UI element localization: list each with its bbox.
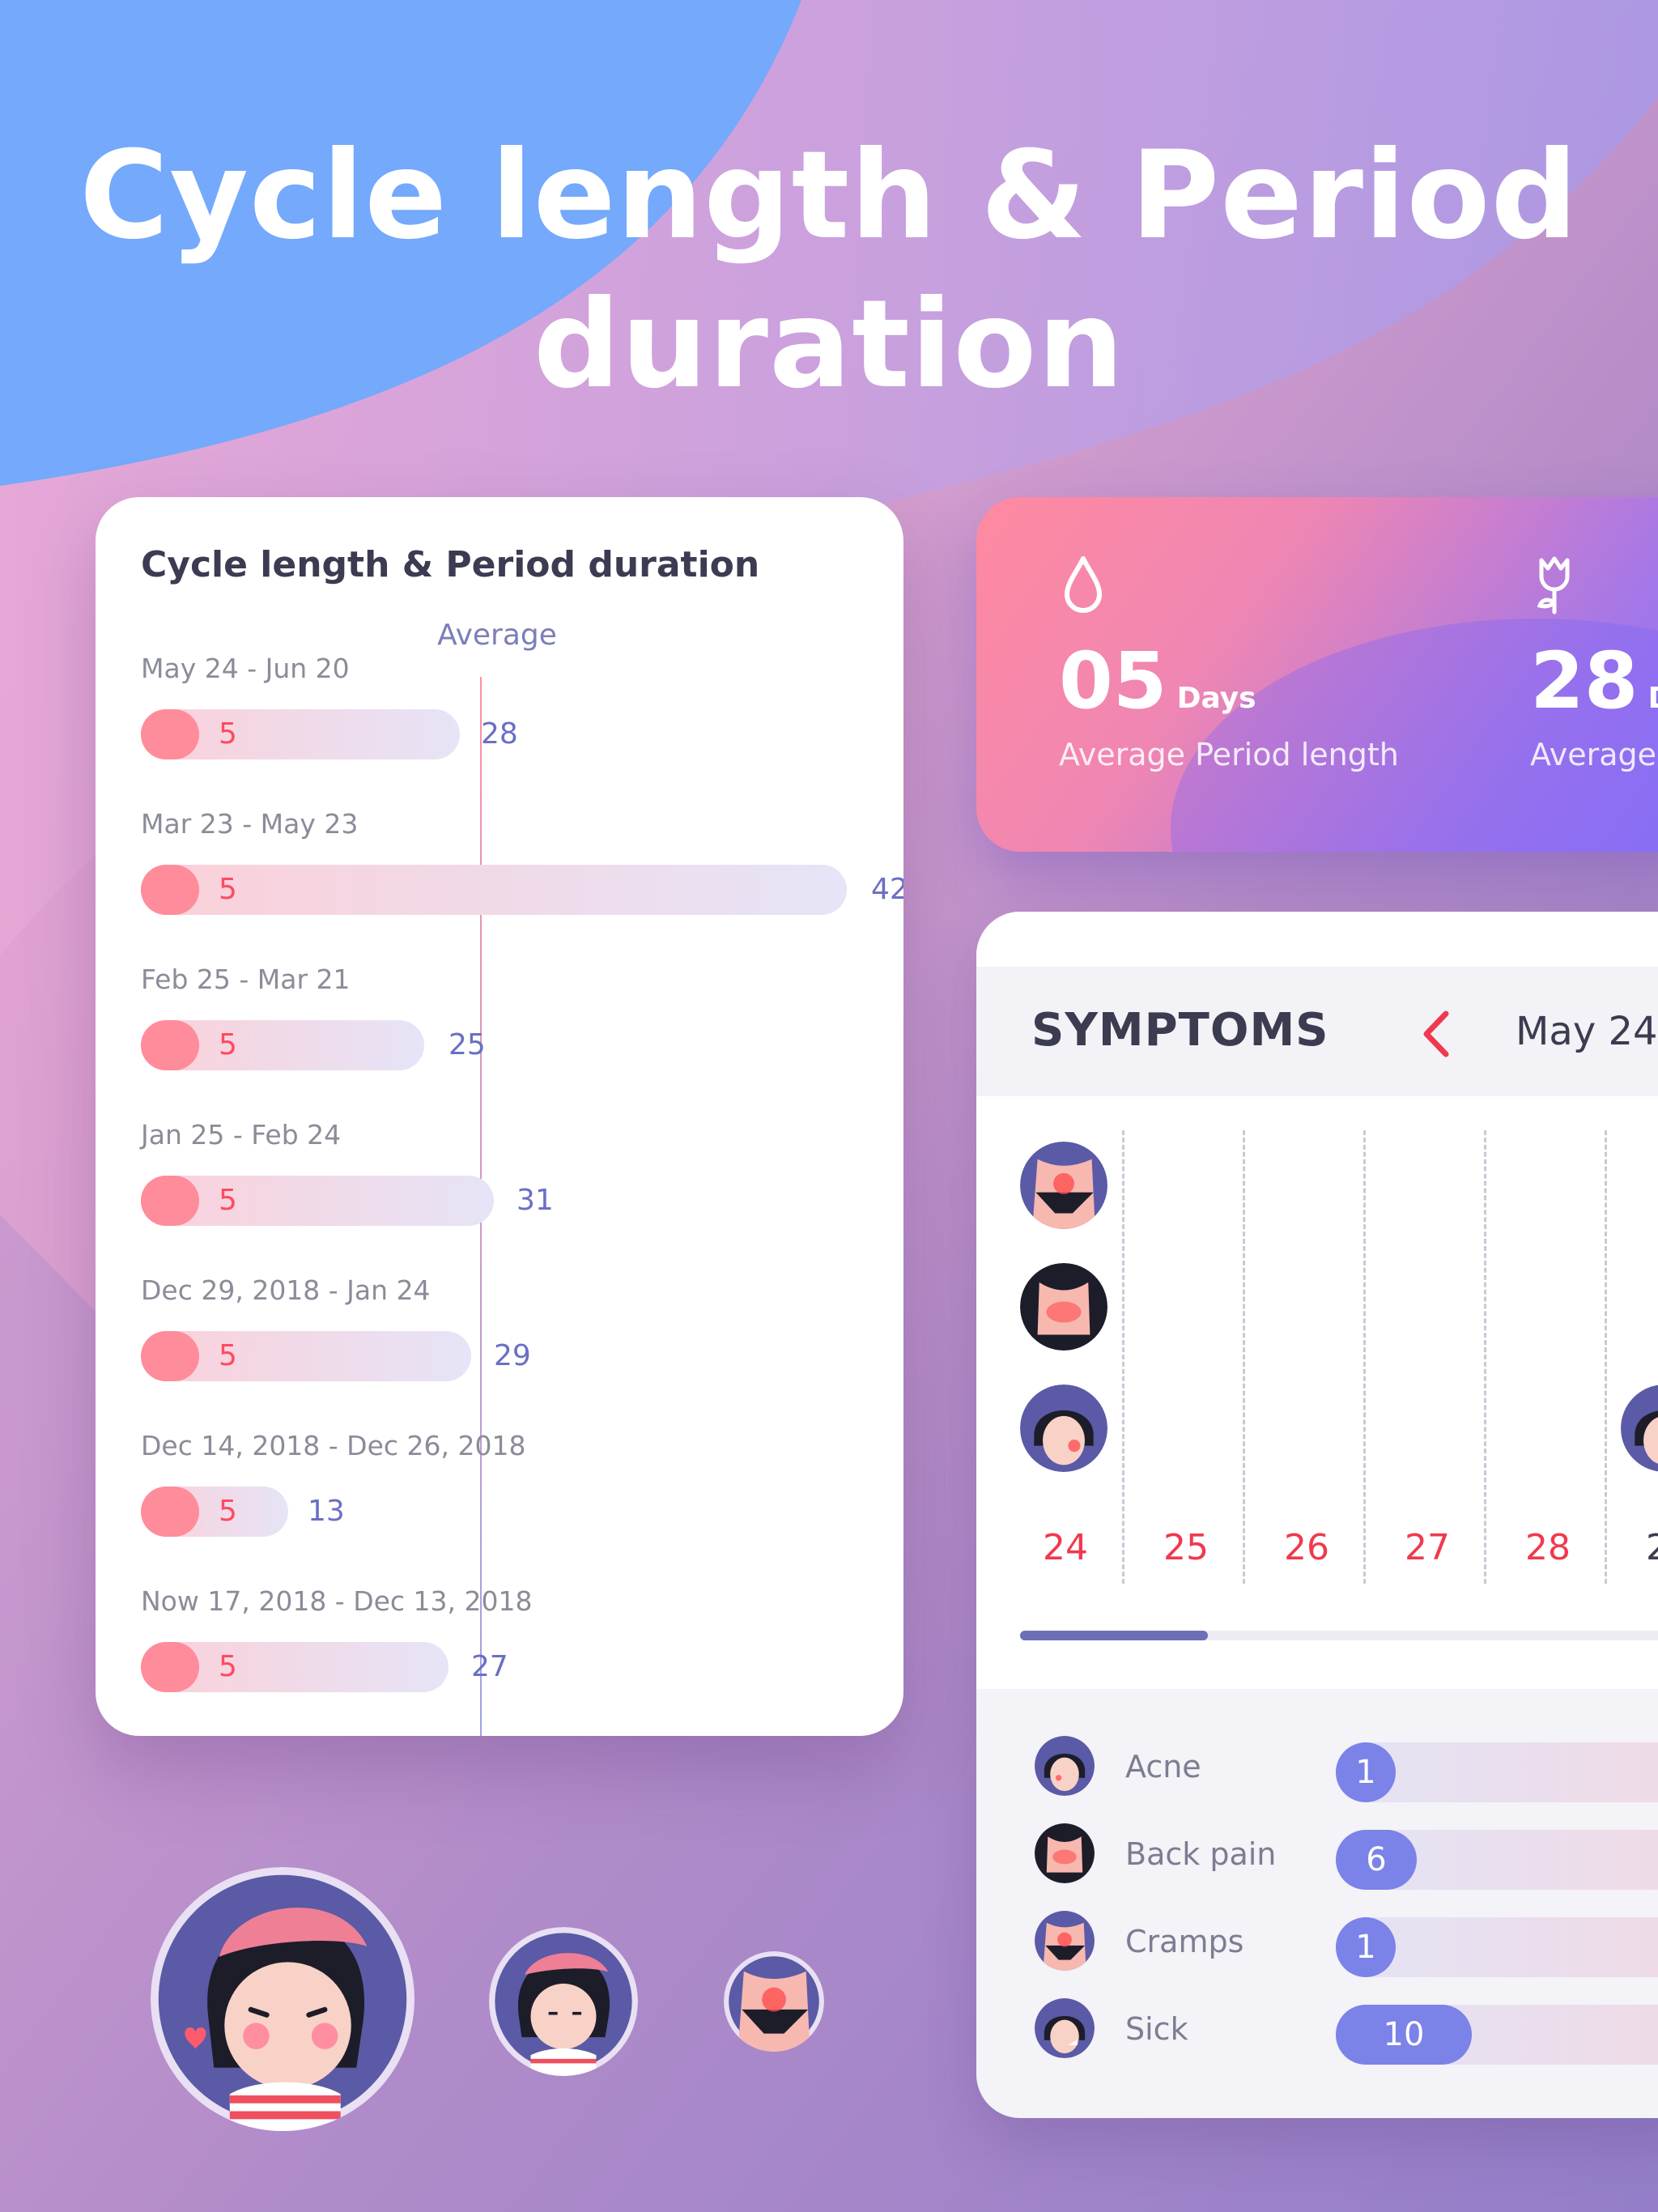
headline-line-1: Cycle length & Period — [79, 125, 1579, 266]
back-pain-avatar-icon[interactable] — [1020, 1263, 1107, 1351]
cramps-avatar-icon — [724, 1951, 824, 2052]
cycle-bar — [141, 865, 847, 915]
chevron-left-icon[interactable] — [1414, 1006, 1462, 1062]
average-period-value: 05 — [1059, 636, 1167, 726]
day-number[interactable]: 24 — [1043, 1527, 1088, 1568]
period-bar — [141, 1176, 199, 1226]
cycle-row-date: Mar 23 - May 23 — [141, 808, 359, 840]
cycle-row-date: Dec 29, 2018 - Jan 24 — [141, 1274, 431, 1306]
period-value: 5 — [219, 1495, 237, 1528]
day-column-line — [1484, 1130, 1486, 1584]
cycle-value: 13 — [308, 1495, 345, 1528]
cycle-row[interactable]: Now 17, 2018 - Dec 13, 2018 5 27 — [141, 1585, 869, 1723]
symptoms-card: SYMPTOMS May 24 24 25 26 27 28 29 — [976, 912, 1658, 2118]
symptoms-title: SYMPTOMS — [1031, 1004, 1329, 1057]
drop-icon — [1065, 556, 1102, 613]
flower-icon — [1537, 556, 1570, 615]
average-period-label: Average Period length — [1059, 737, 1399, 772]
cycle-row-date: May 24 - Jun 20 — [141, 653, 350, 684]
cycle-length-card: Cycle length & Period duration Average M… — [96, 497, 903, 1736]
day-column-line — [1363, 1130, 1366, 1584]
period-bar — [141, 1487, 199, 1537]
average-cycle-label: Average Cycle length — [1530, 737, 1658, 772]
back-pain-avatar-icon — [1035, 1823, 1095, 1883]
symptoms-header — [976, 967, 1658, 1096]
day-number[interactable]: 26 — [1284, 1527, 1329, 1568]
symptom-name: Cramps — [1125, 1924, 1244, 1959]
period-value: 5 — [219, 873, 237, 906]
average-cycle-unit: Days — [1648, 682, 1658, 715]
day-number[interactable]: 29 — [1646, 1527, 1658, 1568]
symptom-count: 6 — [1336, 1830, 1417, 1890]
symptoms-date: May 24 — [1516, 1009, 1658, 1054]
cycle-value: 42 — [871, 873, 903, 906]
cycle-row[interactable]: Dec 29, 2018 - Jan 24 5 29 — [141, 1274, 869, 1412]
period-value: 5 — [219, 1184, 237, 1217]
headline-line-2: duration — [533, 274, 1125, 415]
day-number[interactable]: 28 — [1525, 1527, 1571, 1568]
day-column-line — [1122, 1130, 1124, 1584]
symptoms-scroll-thumb[interactable] — [1020, 1631, 1208, 1640]
headline: Cycle length & Period duration — [0, 121, 1658, 419]
cycle-value: 31 — [517, 1184, 554, 1217]
cycle-card-title: Cycle length & Period duration — [141, 544, 760, 585]
cycle-row[interactable]: Mar 23 - May 23 5 42 — [141, 808, 903, 946]
average-stats-card: 05 Days Average Period length 28 Days Aver… — [976, 497, 1658, 852]
day-number[interactable]: 25 — [1163, 1527, 1209, 1568]
cycle-value: 29 — [494, 1339, 531, 1372]
day-column-line — [1605, 1130, 1607, 1584]
cycle-value: 25 — [449, 1028, 486, 1061]
symptom-count: 1 — [1336, 1742, 1396, 1802]
average-period-unit: Days — [1176, 682, 1256, 715]
symptom-legend-row[interactable]: Cramps 1 — [1025, 1904, 1658, 1977]
period-value: 5 — [219, 1028, 237, 1061]
acne-avatar-icon — [1035, 1736, 1095, 1796]
symptom-count: 1 — [1336, 1917, 1396, 1977]
symptom-count: 10 — [1336, 2005, 1472, 2065]
symptom-name: Sick — [1125, 2011, 1188, 2047]
period-value: 5 — [219, 1650, 237, 1683]
average-cycle-value: 28 — [1530, 636, 1639, 726]
symptom-name: Acne — [1125, 1749, 1201, 1784]
cycle-row[interactable]: May 24 - Jun 20 5 28 — [141, 653, 869, 790]
cycle-value: 27 — [471, 1650, 508, 1683]
period-bar — [141, 1020, 199, 1070]
sad-girl-avatar-icon — [489, 1927, 638, 2076]
cycle-row-date: Jan 25 - Feb 24 — [141, 1119, 342, 1151]
symptom-legend-row[interactable]: Acne 1 — [1025, 1729, 1658, 1802]
day-number[interactable]: 27 — [1405, 1527, 1450, 1568]
sick-avatar-icon — [1035, 1998, 1095, 2058]
cycle-row[interactable]: Feb 25 - Mar 21 5 25 — [141, 963, 869, 1101]
symptom-legend-row[interactable]: Sick 10 — [1025, 1992, 1658, 2065]
cycle-row-date: Now 17, 2018 - Dec 13, 2018 — [141, 1585, 533, 1617]
cycle-row[interactable]: Jan 25 - Feb 24 5 31 — [141, 1119, 869, 1257]
cycle-value: 28 — [481, 717, 518, 751]
sick-avatar-icon[interactable] — [1020, 1385, 1107, 1472]
period-bar — [141, 865, 199, 915]
period-bar — [141, 1331, 199, 1381]
cycle-bar — [141, 1176, 494, 1226]
sick-avatar-icon[interactable] — [1621, 1385, 1658, 1472]
cycle-row-date: Dec 14, 2018 - Dec 26, 2018 — [141, 1430, 526, 1461]
cramps-avatar-icon[interactable] — [1020, 1142, 1107, 1229]
period-value: 5 — [219, 1339, 237, 1372]
average-cycle-stat: 28 Days Average Cycle length — [1530, 554, 1658, 772]
symptom-name: Back pain — [1125, 1836, 1277, 1872]
symptom-legend-row[interactable]: Back pain 6 — [1025, 1817, 1658, 1890]
cramps-avatar-icon — [1035, 1911, 1095, 1971]
average-label: Average — [437, 619, 557, 652]
day-column-line — [1243, 1130, 1245, 1584]
period-value: 5 — [219, 717, 237, 751]
cycle-row[interactable]: Dec 14, 2018 - Dec 26, 2018 5 13 — [141, 1430, 869, 1568]
cycle-row-date: Feb 25 - Mar 21 — [141, 963, 351, 995]
average-period-stat: 05 Days Average Period length — [1059, 554, 1399, 772]
period-bar — [141, 1642, 199, 1692]
kissing-girl-avatar-icon — [151, 1867, 414, 2131]
period-bar — [141, 709, 199, 759]
